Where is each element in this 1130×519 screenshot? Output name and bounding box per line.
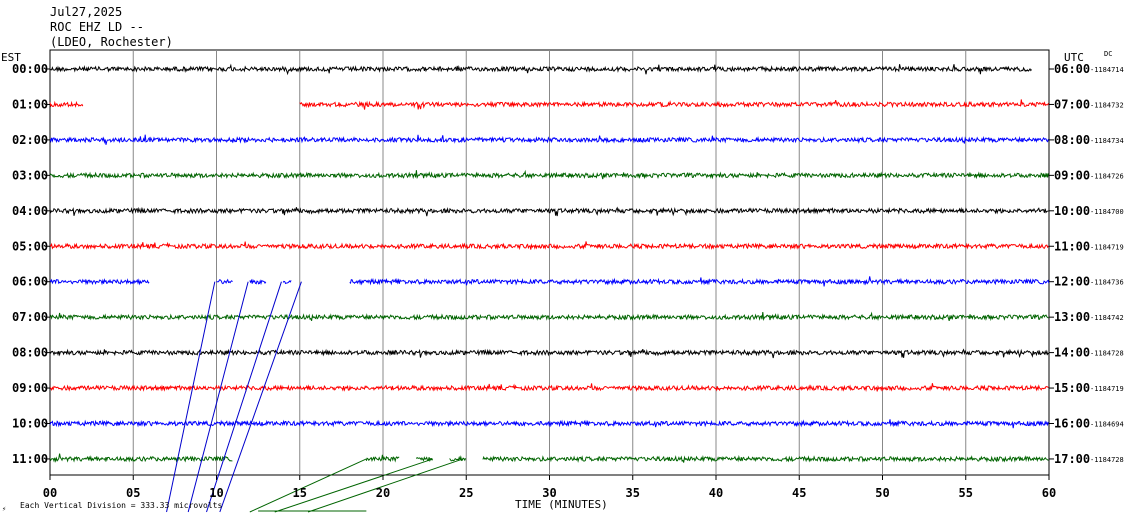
x-tick-label: 25 — [459, 486, 473, 500]
blue-clip-line — [187, 281, 249, 513]
utc-row-label: 09:00 — [1054, 168, 1090, 182]
dc-offset-label: -1184732 — [1090, 101, 1124, 109]
trace-segment — [482, 454, 1049, 463]
trace-segment — [49, 134, 1049, 145]
est-row-label: 11:00 — [12, 452, 48, 466]
x-tick-label: 55 — [959, 486, 973, 500]
blue-clip-line — [219, 281, 302, 513]
est-row-label: 03:00 — [12, 168, 48, 182]
est-row-label: 09:00 — [12, 381, 48, 395]
vertical-division-note: Each Vertical Division = 333.33 microvol… — [20, 501, 222, 510]
utc-row-label: 08:00 — [1054, 133, 1090, 147]
green-clip-line — [249, 458, 367, 513]
station-code: ROC EHZ LD -- — [50, 20, 144, 34]
trace-segment — [49, 311, 1049, 322]
trace-segment — [49, 241, 1049, 251]
green-clip-line — [274, 458, 434, 513]
trace-segment — [49, 100, 84, 108]
dc-offset-label: -1184694 — [1090, 421, 1124, 429]
corner-mark: ⚡ — [2, 505, 6, 513]
trace-segment — [49, 453, 233, 463]
trace-segment — [49, 63, 1032, 76]
est-axis-label: EST — [1, 51, 21, 64]
est-row-label: 01:00 — [12, 97, 48, 111]
blue-clip-line — [166, 281, 216, 513]
x-tick-labels: 00 05 10 15 20 25 30 35 40 45 50 55 60 — [43, 475, 1056, 500]
utc-row-label: 10:00 — [1054, 204, 1090, 218]
dc-label: DC — [1104, 50, 1112, 58]
green-clip-line — [307, 458, 464, 513]
clipped-event-lines — [166, 281, 464, 513]
trace-segment — [349, 276, 1050, 287]
est-row-label: 10:00 — [12, 417, 48, 431]
x-tick-label: 60 — [1042, 486, 1056, 500]
dc-offset-label: -1184714 — [1090, 66, 1124, 74]
network-name: (LDEO, Rochester) — [50, 35, 173, 49]
dc-offset-label: -1184742 — [1090, 314, 1124, 322]
utc-row-label: 12:00 — [1054, 275, 1090, 289]
x-tick-label: 40 — [709, 486, 723, 500]
est-row-label: 04:00 — [12, 204, 48, 218]
x-tick-label: 00 — [43, 486, 57, 500]
x-tick-label: 05 — [126, 486, 140, 500]
x-tick-label: 35 — [626, 486, 640, 500]
trace-segment — [49, 206, 1049, 217]
dc-offset-label: -1184719 — [1090, 385, 1124, 393]
trace-segment — [49, 348, 1049, 359]
blue-clip-line — [206, 281, 282, 513]
x-tick-label: 15 — [293, 486, 307, 500]
vertical-gridlines — [132, 50, 967, 475]
trace-segment — [49, 419, 1049, 429]
utc-row-label: 06:00 — [1054, 62, 1090, 76]
trace-segment — [282, 280, 292, 285]
est-row-label: 00:00 — [12, 62, 48, 76]
trace-segment — [49, 278, 150, 286]
trace-segment — [299, 99, 1049, 110]
est-row-label: 02:00 — [12, 133, 48, 147]
x-axis-label: TIME (MINUTES) — [515, 498, 608, 511]
trace-segment — [216, 278, 233, 285]
est-row-label: 08:00 — [12, 346, 48, 360]
dc-offset-label: -1184728 — [1090, 456, 1124, 464]
dc-offset-label: -1184700 — [1090, 208, 1124, 216]
trace-segment — [249, 278, 267, 286]
trace-segment — [49, 169, 1049, 180]
dc-offset-label: -1184736 — [1090, 279, 1124, 287]
trace-segment — [415, 456, 433, 463]
utc-row-label: 16:00 — [1054, 417, 1090, 431]
est-row-label: 06:00 — [12, 275, 48, 289]
x-tick-label: 30 — [542, 486, 556, 500]
trace-segment — [365, 454, 400, 463]
dc-offset-label: -1184734 — [1090, 137, 1124, 145]
utc-row-label: 15:00 — [1054, 381, 1090, 395]
dc-offset-label: -1184719 — [1090, 243, 1124, 251]
utc-row-label: 07:00 — [1054, 97, 1090, 111]
est-row-label: 07:00 — [12, 310, 48, 324]
est-row-label: 05:00 — [12, 239, 48, 253]
utc-row-label: 17:00 — [1054, 452, 1090, 466]
x-tick-label: 10 — [209, 486, 223, 500]
utc-row-label: 11:00 — [1054, 239, 1090, 253]
utc-axis-label: UTC — [1064, 51, 1084, 64]
x-tick-label: 50 — [875, 486, 889, 500]
trace-segment — [49, 383, 1049, 393]
utc-row-label: 14:00 — [1054, 346, 1090, 360]
utc-row-label: 13:00 — [1054, 310, 1090, 324]
chart-date: Jul27,2025 — [50, 5, 122, 19]
x-tick-label: 20 — [376, 486, 390, 500]
seismic-traces — [49, 63, 1050, 463]
x-tick-label: 45 — [792, 486, 806, 500]
dc-offset-label: -1184726 — [1090, 172, 1124, 180]
trace-segment — [449, 455, 467, 462]
dc-offset-label: -1184728 — [1090, 350, 1124, 358]
